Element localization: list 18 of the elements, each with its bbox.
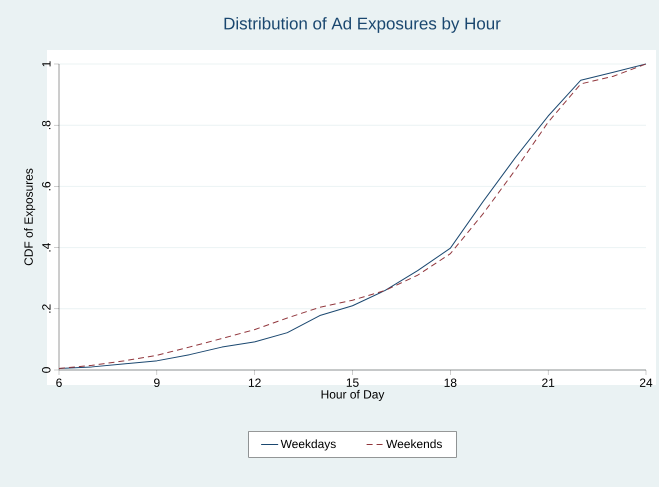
chart-title: Distribution of Ad Exposures by Hour: [224, 17, 501, 33]
x-tick-label: 9: [154, 378, 160, 387]
y-tick-label: 1: [42, 61, 50, 66]
y-tick-label: .4: [42, 242, 50, 252]
y-axis-title: CDF of Exposures: [24, 168, 36, 266]
x-tick-label: 12: [248, 378, 261, 387]
y-tick-label: 0: [42, 367, 50, 373]
x-tick-label: 15: [346, 378, 359, 387]
x-tick-label: 6: [56, 378, 62, 387]
y-tick-label: .8: [42, 120, 50, 130]
x-tick-label: 21: [542, 378, 554, 387]
legend-label: Weekends: [386, 439, 442, 448]
x-tick-label: 18: [444, 378, 456, 387]
y-tick-label: .2: [42, 304, 50, 313]
y-tick-label: .6: [42, 182, 50, 190]
x-axis-title: Hour of Day: [322, 390, 384, 401]
x-tick-label: 24: [640, 378, 652, 387]
legend-label: Weekdays: [280, 439, 336, 451]
